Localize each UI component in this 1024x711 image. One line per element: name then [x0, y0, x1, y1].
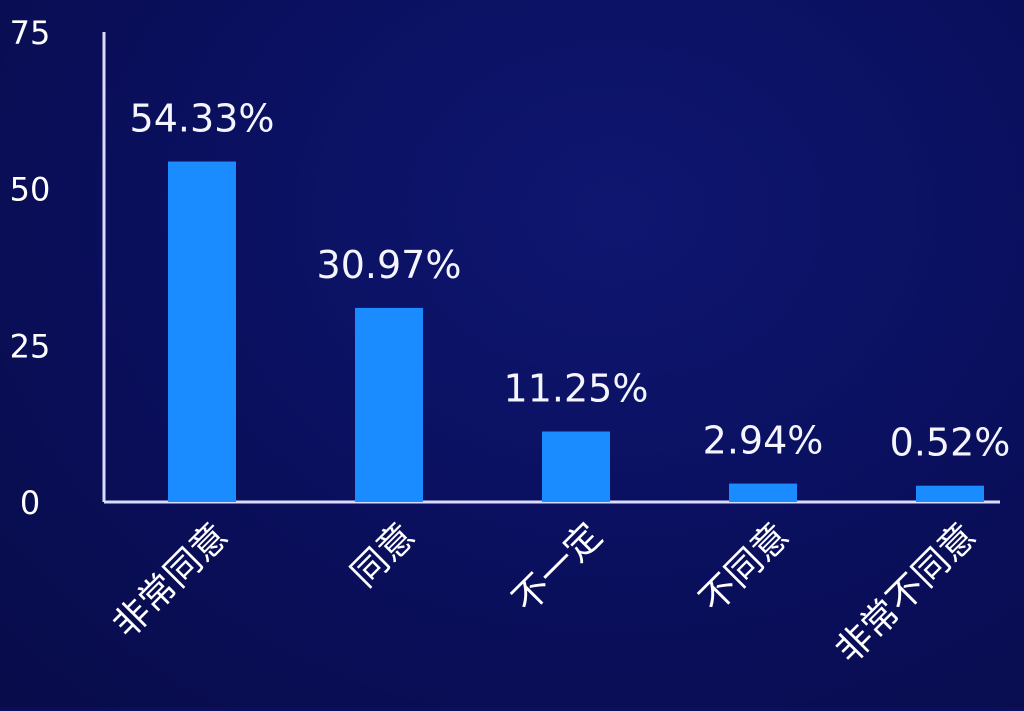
- data-label: 54.33%: [130, 97, 275, 141]
- data-label: 11.25%: [504, 367, 649, 411]
- bar: [168, 161, 236, 503]
- bar: [916, 485, 984, 502]
- y-tick-label: 75: [10, 14, 51, 52]
- bar: [729, 483, 797, 502]
- y-tick-label: 25: [10, 327, 51, 365]
- data-label: 0.52%: [890, 421, 1011, 465]
- y-tick-label: 50: [10, 171, 51, 209]
- data-label: 30.97%: [317, 243, 462, 287]
- x-tick-label: 不同意: [692, 515, 797, 620]
- x-tick-label: 不一定: [505, 515, 610, 620]
- x-tick-label: 同意: [343, 515, 423, 595]
- y-tick-label: 0: [20, 484, 40, 522]
- bar: [542, 431, 610, 502]
- data-label: 2.94%: [703, 419, 824, 463]
- x-tick-label: 非常不同意: [828, 515, 984, 671]
- x-tick-label: 非常同意: [106, 515, 237, 646]
- bar: [355, 307, 423, 502]
